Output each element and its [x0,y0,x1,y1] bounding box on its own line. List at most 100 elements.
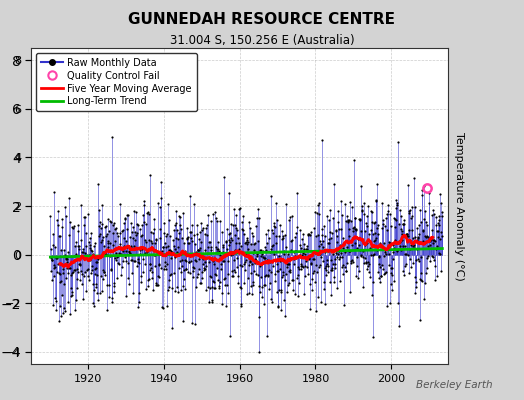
Point [364,203,372,209]
Point [392,196,400,203]
Point [282,201,290,208]
Point [316,298,325,305]
Point [331,256,339,263]
Point [206,238,214,245]
Point [302,256,311,262]
Point [245,219,253,225]
Point [287,248,296,254]
Point [125,248,133,254]
Point [237,300,245,307]
Point [305,256,313,263]
Point [123,212,131,219]
Point [370,237,379,244]
Point [395,238,403,245]
Point [310,268,318,274]
Point [91,240,99,246]
Point [376,279,384,286]
Point [329,261,337,267]
Point [85,252,93,258]
Point [308,287,316,294]
Point [329,215,337,221]
Point [389,248,398,255]
Point [160,230,168,236]
Point [57,247,65,253]
Point [388,272,396,278]
Point [344,217,353,223]
Point [330,279,338,286]
Point [244,246,253,252]
Point [403,231,411,238]
Point [413,256,422,263]
Point [117,228,126,234]
Point [245,262,254,268]
Point [405,227,413,233]
Point [387,265,396,272]
Point [430,236,439,243]
Point [263,240,271,246]
Point [255,283,264,289]
Point [266,296,275,302]
Point [100,269,108,276]
Point [277,235,286,242]
Point [351,239,359,246]
Point [342,268,351,274]
Point [385,239,394,246]
Point [80,214,89,220]
Point [223,226,232,232]
Point [331,250,340,256]
Point [257,253,265,260]
Point [153,248,161,254]
Point [107,299,116,305]
Point [237,226,246,233]
Point [254,271,262,278]
Point [49,273,58,280]
Point [161,240,169,246]
Point [401,251,409,257]
Point [324,269,332,275]
Point [268,230,277,236]
Point [397,213,405,220]
Point [406,255,414,262]
Point [255,214,264,221]
Point [303,246,312,252]
Point [322,272,331,278]
Point [358,208,367,215]
Point [279,268,287,275]
Point [428,252,436,259]
Point [93,258,101,265]
Point [163,231,171,238]
Point [331,265,340,272]
Point [138,212,147,218]
Point [140,245,148,251]
Point [197,239,205,246]
Point [68,270,76,276]
Point [257,274,266,280]
Point [141,236,149,243]
Point [322,267,330,273]
Point [118,227,127,233]
Point [354,268,363,274]
Point [77,237,85,244]
Point [147,265,155,271]
Point [208,297,216,303]
Point [69,225,78,231]
Point [388,265,397,272]
Point [191,249,200,256]
Point [421,280,430,286]
Point [291,248,300,254]
Point [383,302,391,309]
Point [424,252,432,259]
Point [276,266,284,272]
Point [302,246,310,252]
Point [81,214,89,220]
Point [66,219,74,225]
Point [428,212,436,218]
Point [165,277,173,283]
Point [203,255,212,261]
Point [188,238,196,244]
Point [185,228,194,235]
Point [226,238,234,245]
Point [211,209,219,216]
Point [139,256,147,262]
Point [62,275,70,282]
